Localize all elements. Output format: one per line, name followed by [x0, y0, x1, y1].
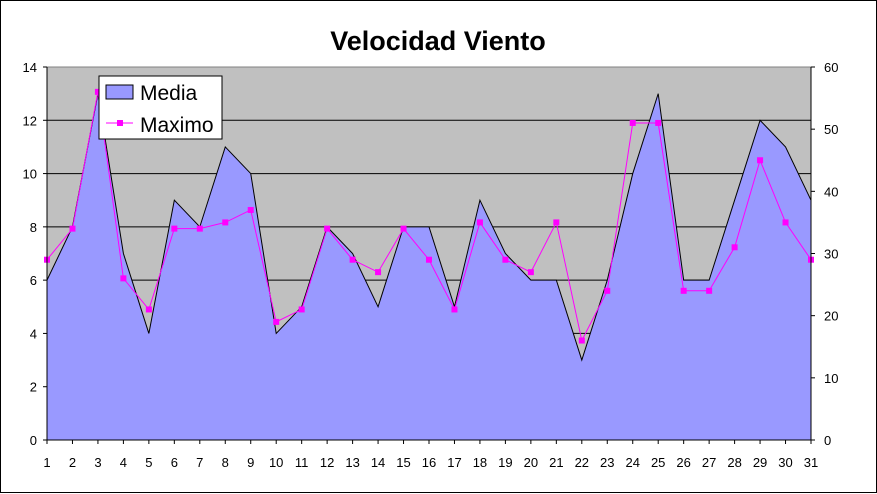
maximo-marker: [171, 226, 177, 232]
x-tick-label: 25: [651, 455, 665, 470]
x-tick-label: 4: [120, 455, 127, 470]
maximo-marker: [604, 288, 610, 294]
x-tick-label: 5: [145, 455, 152, 470]
x-tick-label: 14: [371, 455, 385, 470]
x-tick-label: 7: [196, 455, 203, 470]
maximo-marker: [426, 257, 432, 263]
chart-title: Velocidad Viento: [330, 26, 546, 56]
y-right-tick-label: 40: [824, 184, 838, 199]
maximo-marker: [757, 157, 763, 163]
legend-label-media: Media: [140, 82, 198, 105]
legend-marker-maximo: [117, 120, 123, 126]
maximo-marker: [706, 288, 712, 294]
x-tick-label: 15: [396, 455, 410, 470]
maximo-marker: [69, 226, 75, 232]
maximo-marker: [579, 338, 585, 344]
x-tick-label: 27: [702, 455, 716, 470]
x-tick-label: 31: [804, 455, 818, 470]
y-right-tick-label: 10: [824, 371, 838, 386]
maximo-marker: [146, 306, 152, 312]
x-tick-label: 19: [498, 455, 512, 470]
maximo-marker: [222, 219, 228, 225]
maximo-marker: [401, 226, 407, 232]
y-left-tick-label: 8: [30, 220, 37, 235]
y-right-tick-label: 0: [824, 433, 831, 448]
x-tick-label: 11: [295, 455, 309, 470]
maximo-marker: [120, 275, 126, 281]
maximo-marker: [324, 226, 330, 232]
x-tick-label: 18: [473, 455, 487, 470]
x-tick-label: 10: [269, 455, 283, 470]
legend-swatch-media: [106, 85, 133, 99]
maximo-marker: [197, 226, 203, 232]
maximo-marker: [553, 219, 559, 225]
maximo-marker: [375, 269, 381, 275]
x-tick-label: 3: [94, 455, 101, 470]
x-tick-label: 16: [422, 455, 436, 470]
x-tick-label: 8: [222, 455, 229, 470]
y-left-tick-label: 12: [23, 113, 37, 128]
x-tick-label: 30: [778, 455, 792, 470]
x-tick-label: 22: [575, 455, 589, 470]
y-left-tick-label: 2: [30, 380, 37, 395]
y-right-tick-label: 30: [824, 247, 838, 262]
x-tick-label: 1: [43, 455, 50, 470]
y-left-tick-label: 6: [30, 273, 37, 288]
maximo-marker: [451, 306, 457, 312]
maximo-marker: [248, 207, 254, 213]
maximo-marker: [528, 269, 534, 275]
x-tick-label: 12: [320, 455, 334, 470]
y-left-tick-label: 0: [30, 433, 37, 448]
y-right-tick-label: 20: [824, 309, 838, 324]
x-tick-label: 26: [676, 455, 690, 470]
y-left-tick-label: 4: [30, 326, 37, 341]
x-tick-label: 24: [625, 455, 639, 470]
x-tick-label: 29: [753, 455, 767, 470]
y-left-tick-label: 10: [23, 167, 37, 182]
maximo-marker: [502, 257, 508, 263]
maximo-marker: [732, 244, 738, 250]
maximo-marker: [477, 219, 483, 225]
y-right-tick-label: 50: [824, 122, 838, 137]
y-right-tick-label: 60: [824, 60, 838, 75]
x-tick-label: 2: [69, 455, 76, 470]
x-tick-label: 21: [549, 455, 563, 470]
x-tick-label: 17: [447, 455, 461, 470]
y-left-tick-label: 14: [23, 60, 37, 75]
x-tick-label: 6: [171, 455, 178, 470]
x-tick-label: 9: [247, 455, 254, 470]
maximo-marker: [630, 120, 636, 126]
legend-label-maximo: Maximo: [140, 114, 214, 137]
x-tick-label: 20: [524, 455, 538, 470]
maximo-marker: [783, 219, 789, 225]
maximo-marker: [299, 306, 305, 312]
x-tick-label: 13: [345, 455, 359, 470]
x-tick-label: 23: [600, 455, 614, 470]
maximo-marker: [350, 257, 356, 263]
x-tick-label: 28: [727, 455, 741, 470]
maximo-marker: [273, 319, 279, 325]
legend: Media Maximo: [99, 76, 222, 139]
maximo-marker: [681, 288, 687, 294]
maximo-marker: [655, 120, 661, 126]
